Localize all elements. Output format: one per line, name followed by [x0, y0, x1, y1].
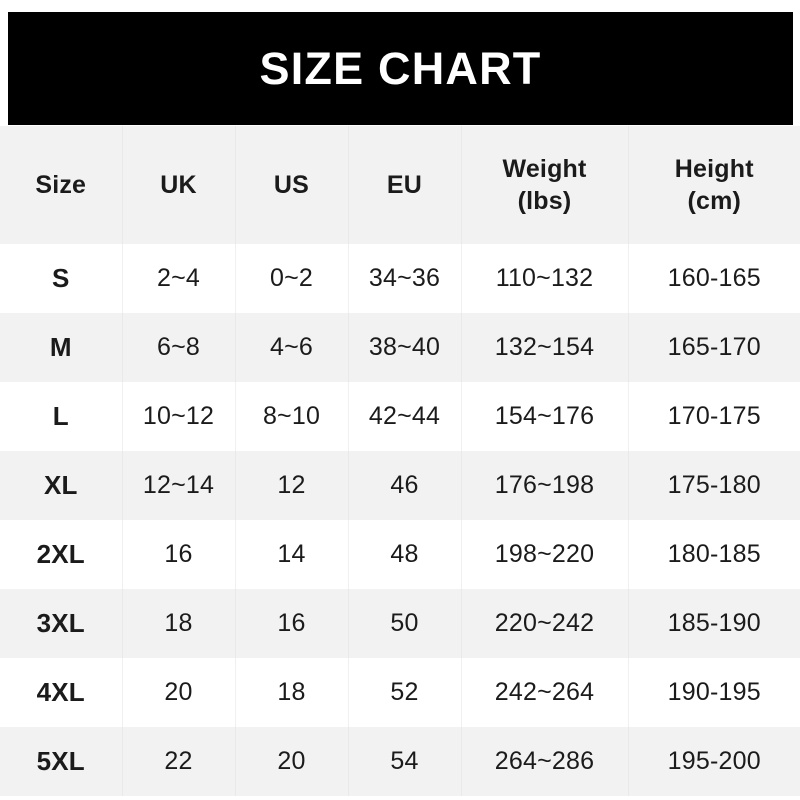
size-table-container: Size UK US EU Weight (lbs) [0, 126, 800, 796]
column-header-eu-label: EU [386, 171, 423, 199]
cell-uk: 22 [122, 727, 236, 796]
cell-height: 185-190 [667, 609, 761, 637]
cell-size: S [0, 244, 123, 313]
cell-eu: 34~36 [348, 244, 462, 313]
column-header-uk-label: UK [160, 171, 197, 199]
cell-us: 12 [235, 451, 349, 520]
cell-us: 8~10 [235, 382, 349, 451]
cell-height: 175-180 [667, 471, 761, 499]
cell-eu: 46 [348, 451, 462, 520]
cell-uk: 6~8 [122, 313, 236, 382]
cell-weight: 132~154 [461, 313, 629, 382]
cell-uk: 18 [122, 589, 236, 658]
table-row: 2XL 16 14 48 198~220 180-185 [0, 520, 800, 589]
cell-size: 3XL [0, 589, 123, 658]
cell-us: 16 [235, 589, 349, 658]
cell-weight: 110~132 [461, 244, 629, 313]
cell-eu: 50 [348, 589, 462, 658]
cell-size: L [0, 382, 123, 451]
table-row: M 6~8 4~6 38~40 132~154 165-170 [0, 313, 800, 382]
cell-height: 180-185 [667, 540, 761, 568]
cell-us: 0~2 [235, 244, 349, 313]
table-body: S 2~4 0~2 34~36 110~132 160-165 M 6~8 4~… [0, 244, 800, 796]
cell-size: XL [0, 451, 123, 520]
cell-uk: 2~4 [122, 244, 236, 313]
column-header-height-unit: (cm) [687, 187, 742, 215]
cell-size: 5XL [0, 727, 123, 796]
table-header-row: Size UK US EU Weight (lbs) [0, 126, 800, 244]
cell-weight: 220~242 [461, 589, 629, 658]
cell-eu: 54 [348, 727, 462, 796]
cell-weight: 264~286 [461, 727, 629, 796]
column-header-us: US [235, 126, 349, 244]
column-header-size-label: Size [35, 171, 87, 199]
column-header-weight: Weight (lbs) [461, 126, 629, 244]
cell-eu: 48 [348, 520, 462, 589]
table-row: S 2~4 0~2 34~36 110~132 160-165 [0, 244, 800, 313]
column-header-size: Size [0, 126, 123, 244]
cell-weight: 242~264 [461, 658, 629, 727]
cell-uk: 10~12 [122, 382, 236, 451]
cell-height: 165-170 [667, 333, 761, 361]
cell-height: 170-175 [667, 402, 761, 430]
cell-size: M [0, 313, 123, 382]
cell-size: 4XL [0, 658, 123, 727]
cell-us: 4~6 [235, 313, 349, 382]
cell-us: 14 [235, 520, 349, 589]
table-header: Size UK US EU Weight (lbs) [0, 126, 800, 244]
table-row: XL 12~14 12 46 176~198 175-180 [0, 451, 800, 520]
cell-height: 190-195 [667, 678, 761, 706]
title-banner: SIZE CHART [8, 12, 793, 125]
cell-weight: 154~176 [461, 382, 629, 451]
cell-uk: 20 [122, 658, 236, 727]
cell-weight: 198~220 [461, 520, 629, 589]
table-row: L 10~12 8~10 42~44 154~176 170-175 [0, 382, 800, 451]
cell-weight: 176~198 [461, 451, 629, 520]
column-header-eu: EU [348, 126, 462, 244]
size-table: Size UK US EU Weight (lbs) [0, 126, 800, 796]
cell-us: 20 [235, 727, 349, 796]
cell-size: 2XL [0, 520, 123, 589]
table-row: 4XL 20 18 52 242~264 190-195 [0, 658, 800, 727]
cell-eu: 52 [348, 658, 462, 727]
column-header-height-label: Height [674, 155, 754, 183]
cell-eu: 38~40 [348, 313, 462, 382]
page-title: SIZE CHART [259, 43, 542, 94]
column-header-weight-unit: (lbs) [517, 187, 572, 215]
cell-uk: 12~14 [122, 451, 236, 520]
column-header-height: Height (cm) [628, 126, 800, 244]
cell-eu: 42~44 [348, 382, 462, 451]
cell-height: 160-165 [667, 264, 761, 292]
column-header-weight-label: Weight [502, 155, 587, 183]
table-row: 3XL 18 16 50 220~242 185-190 [0, 589, 800, 658]
cell-uk: 16 [122, 520, 236, 589]
cell-height: 195-200 [667, 747, 761, 775]
table-row: 5XL 22 20 54 264~286 195-200 [0, 727, 800, 796]
cell-us: 18 [235, 658, 349, 727]
column-header-us-label: US [273, 171, 310, 199]
column-header-uk: UK [122, 126, 236, 244]
